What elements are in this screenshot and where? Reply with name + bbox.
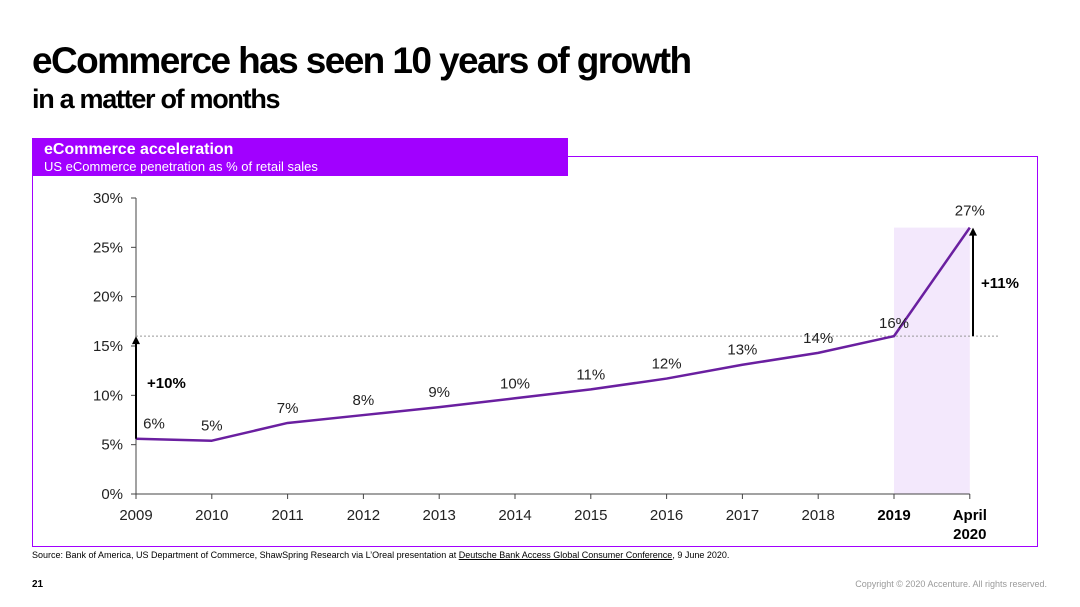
y-tick-label: 25%	[93, 239, 123, 256]
page-subtitle: in a matter of months	[32, 84, 281, 114]
data-label: 27%	[955, 203, 985, 220]
x-tick-label: 2009	[119, 507, 152, 524]
x-tick-label: 2020	[953, 526, 986, 543]
chart-banner: eCommerce acceleration US eCommerce pene…	[32, 138, 568, 176]
x-tick-label: 2010	[195, 507, 228, 524]
source-prefix: Source: Bank of America, US Department o…	[32, 550, 459, 560]
chart-title: eCommerce acceleration	[44, 141, 234, 158]
annotation-label: +11%	[981, 275, 1019, 292]
page-number: 21	[32, 579, 44, 590]
x-tick-label: April	[953, 507, 987, 524]
page-title: eCommerce has seen 10 years of growth	[32, 40, 692, 81]
x-tick-label: 2014	[498, 507, 531, 524]
y-tick-label: 0%	[101, 486, 123, 503]
x-tick-label: 2018	[802, 507, 835, 524]
x-tick-label: 2015	[574, 507, 607, 524]
x-tick-label: 2017	[726, 507, 759, 524]
x-tick-label: 2012	[347, 507, 380, 524]
data-label: 11%	[576, 366, 605, 383]
source-note: Source: Bank of America, US Department o…	[32, 550, 729, 560]
source-suffix: , 9 June 2020.	[672, 550, 730, 560]
data-label: 9%	[428, 384, 450, 401]
y-tick-label: 15%	[93, 338, 123, 355]
data-label: 13%	[727, 342, 757, 359]
x-tick-label: 2019	[877, 507, 910, 524]
annotation-label: +10%	[147, 375, 186, 392]
data-label: 10%	[500, 375, 530, 392]
data-label: 14%	[803, 330, 833, 347]
data-label: 16%	[879, 315, 909, 332]
highlight-band	[894, 227, 970, 494]
y-tick-label: 10%	[93, 387, 123, 404]
chart-subtitle: US eCommerce penetration as % of retail …	[44, 159, 318, 174]
growth-arrow-2020-head	[969, 227, 977, 236]
y-tick-label: 30%	[93, 190, 123, 207]
data-label: 6%	[143, 416, 165, 433]
data-label: 8%	[353, 392, 375, 409]
copyright-text: Copyright © 2020 Accenture. All rights r…	[855, 579, 1047, 589]
x-tick-label: 2011	[271, 507, 303, 524]
data-label: 5%	[201, 418, 223, 435]
data-label: 12%	[652, 356, 682, 373]
y-tick-label: 20%	[93, 289, 123, 306]
x-tick-label: 2013	[423, 507, 456, 524]
y-tick-label: 5%	[101, 437, 123, 454]
data-label: 7%	[277, 400, 299, 417]
source-link[interactable]: Deutsche Bank Access Global Consumer Con…	[458, 550, 673, 560]
growth-arrow-2009-head	[132, 336, 140, 345]
x-tick-label: 2016	[650, 507, 683, 524]
series-line	[135, 226, 971, 442]
